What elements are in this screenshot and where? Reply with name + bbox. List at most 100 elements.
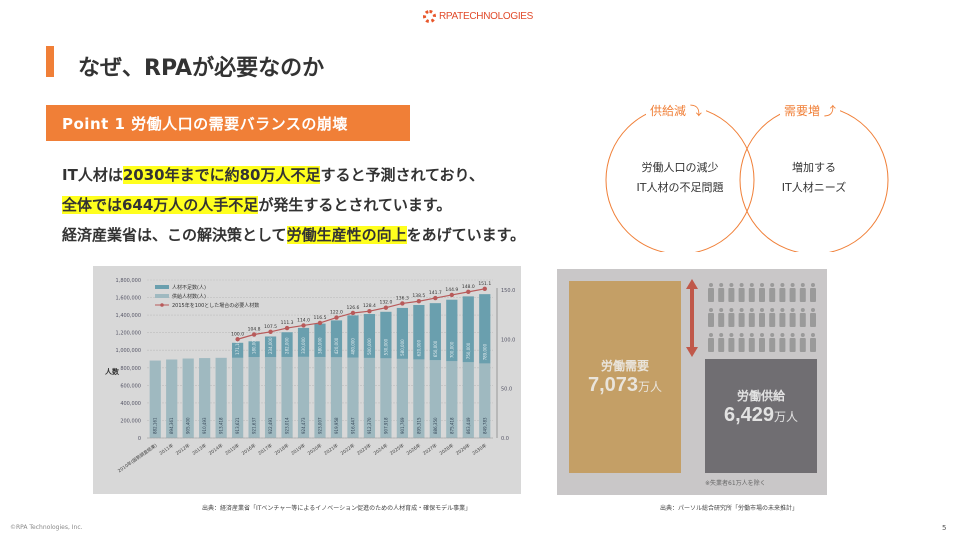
x-tick-label: 2022年 — [339, 442, 356, 457]
labor-demand-block: 労働需要 7,073万人 — [569, 281, 681, 473]
venn-diagram: 供給減 ⤵ 需要増 ⤴ 労働人口の減少 IT人材の不足問題 増加する IT人材ニ… — [600, 92, 900, 252]
line-point-label: 116.5 — [314, 315, 327, 321]
people-icons — [686, 279, 816, 357]
bar-supply — [380, 358, 392, 438]
bar-shortage-label: 500,000 — [367, 338, 372, 355]
person-icon — [799, 283, 806, 302]
venn-left-line-2: IT人材の不足問題 — [636, 181, 724, 194]
arrow-head-down — [686, 347, 698, 357]
x-tick-label: 2017年 — [257, 442, 274, 457]
bar-shortage-label: 180,000 — [252, 337, 257, 354]
line-point-label: 104.8 — [248, 327, 261, 333]
person-icon — [789, 333, 796, 352]
bar-shortage — [248, 341, 260, 358]
venn-label-supply-decrease: 供給減 ⤵ — [646, 102, 706, 119]
person-icon — [718, 283, 725, 302]
demand-label: 労働需要 — [600, 359, 649, 373]
y-tick-label: 400,000 — [120, 401, 141, 407]
line-point — [334, 315, 339, 320]
line-point — [301, 323, 306, 328]
bar-supply-label: 875,418 — [449, 417, 454, 434]
person-icon — [779, 308, 786, 327]
page-title: なぜ、RPAが必要なのか — [78, 56, 325, 81]
highlighted-text: 2030年までに約80万人不足 — [122, 166, 321, 184]
supply-label: 労働供給 — [736, 389, 785, 403]
logo: RPATECHNOLOGIES — [423, 10, 533, 23]
bar-supply-label: 923,014 — [285, 417, 290, 434]
highlighted-text: 全体では644万人の人手不足 — [62, 196, 259, 214]
line-point — [235, 337, 240, 342]
person-icon — [708, 283, 714, 302]
bar-shortage — [264, 336, 277, 358]
bar-supply-label: 913,621 — [235, 417, 240, 434]
bar-supply-label: 912,370 — [367, 417, 372, 434]
x-tick-label: 2027年 — [421, 442, 438, 457]
venn-right-line-1: 増加する — [792, 161, 836, 174]
body-text-segment: 経済産業省は、この解決策として — [62, 226, 287, 244]
bar-shortage — [429, 303, 441, 361]
y-tick-label: 1,200,000 — [116, 331, 141, 337]
y-tick-label: 0 — [138, 436, 141, 442]
person-icon — [810, 283, 816, 302]
source-right: 出典：パーソル総合研究所「労働市場の未来推計」 — [660, 505, 799, 512]
person-icon — [728, 308, 735, 327]
x-tick-label: 2028年 — [438, 442, 455, 457]
y-tick-label: 1,800,000 — [116, 278, 141, 284]
bar-supply-label: 905,400 — [186, 417, 191, 434]
bar-supply-label: 907,918 — [383, 417, 388, 434]
bar-supply — [446, 361, 458, 438]
bar-supply — [215, 357, 227, 438]
bar-shortage — [330, 320, 343, 358]
bar-shortage — [297, 327, 310, 357]
line-point — [284, 325, 290, 331]
x-tick-label: 2019年 — [290, 442, 307, 457]
x-tick-label: 2018年 — [273, 442, 290, 457]
body-line-1: IT人材は2030年までに約80万人不足すると予測されており、 — [62, 160, 525, 190]
line-point-label: 128.4 — [363, 303, 376, 309]
bar-supply — [281, 356, 293, 438]
line-point — [400, 301, 405, 306]
person-icon — [708, 333, 714, 352]
x-tick-label: 2024年 — [372, 442, 389, 457]
line-point-label: 141.7 — [429, 290, 442, 296]
x-tick-label: 2014年 — [207, 442, 224, 457]
bar-supply-label: 923,007 — [318, 417, 323, 434]
person-icon — [789, 283, 796, 302]
bar-shortage-label: 530,000 — [383, 338, 388, 355]
bar-shortage — [413, 304, 425, 360]
bar-shortage — [446, 299, 458, 362]
person-icon — [759, 333, 765, 352]
it-talent-shortage-chart: 0 200,000 400,000 600,000 800,000 1,000,000 1,… — [93, 266, 521, 494]
legend-swatch-marker — [160, 303, 164, 307]
unemployed-note: ※失業者61万人を除く — [705, 480, 766, 487]
title-accent-bar — [46, 46, 54, 77]
copyright: ©RPA Technologies, Inc. — [10, 524, 83, 531]
bar-shortage-label: 750,000 — [466, 342, 471, 359]
line-point-label: 136.3 — [396, 295, 409, 301]
x-tick-label: 2026年 — [405, 442, 422, 457]
person-icon — [769, 333, 776, 352]
bar-supply — [199, 358, 211, 438]
person-icon — [759, 283, 765, 302]
body-text-segment: をあげています。 — [406, 226, 526, 244]
bar-supply — [314, 356, 326, 438]
y2-tick-label: 50.0 — [501, 387, 512, 393]
x-tick-label: 2016年 — [240, 442, 257, 457]
line-point — [367, 309, 372, 314]
line-point — [383, 305, 389, 310]
person-icon — [738, 308, 745, 327]
person-icon — [738, 283, 745, 302]
person-icon — [738, 333, 745, 352]
bar-supply — [363, 357, 376, 438]
y-tick-label: 1,600,000 — [116, 296, 141, 302]
bar-supply — [149, 360, 161, 438]
person-icon — [748, 283, 755, 302]
bar-shortage-label: 620,000 — [416, 339, 421, 356]
line-point-label: 148.0 — [462, 284, 475, 290]
line-point-label: 100.0 — [231, 331, 244, 337]
legend-label: 人材不足数(人) — [172, 284, 206, 291]
bar-supply-label: 849,783 — [482, 417, 487, 434]
bar-supply — [248, 357, 260, 438]
bar-supply-label: 910,493 — [202, 417, 207, 434]
bar-shortage — [314, 323, 326, 357]
